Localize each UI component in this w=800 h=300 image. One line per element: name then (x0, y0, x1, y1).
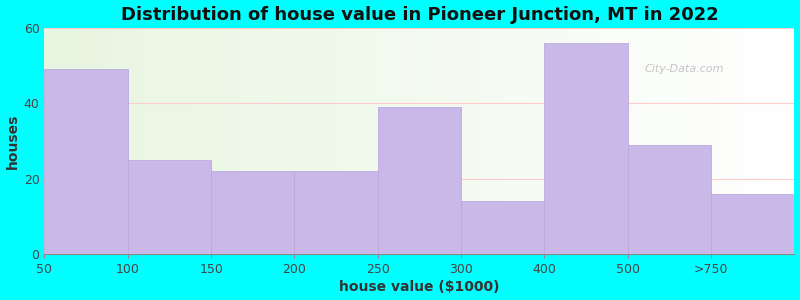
Text: City-Data.com: City-Data.com (645, 64, 724, 74)
Y-axis label: houses: houses (6, 113, 19, 169)
Bar (545, 43, 628, 254)
Bar (461, 201, 545, 254)
Bar (294, 171, 378, 254)
X-axis label: house value ($1000): house value ($1000) (339, 280, 500, 294)
Bar (211, 171, 294, 254)
Bar (378, 107, 461, 254)
Bar (628, 145, 711, 254)
Bar (128, 160, 211, 254)
Bar (45, 69, 128, 254)
Bar (711, 194, 794, 254)
Title: Distribution of house value in Pioneer Junction, MT in 2022: Distribution of house value in Pioneer J… (121, 6, 718, 24)
